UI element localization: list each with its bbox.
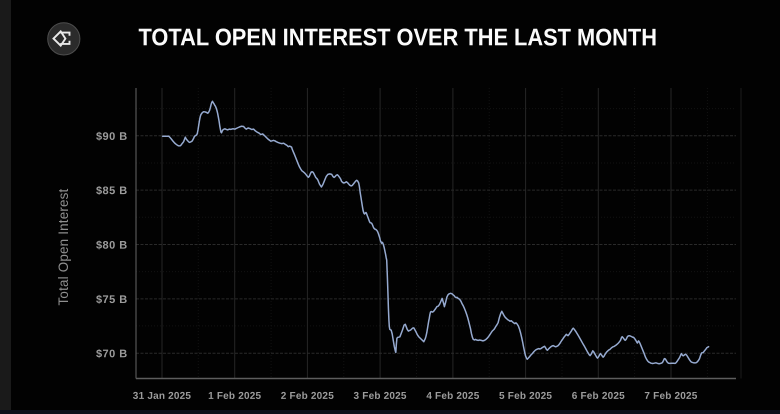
svg-text:5 Feb 2025: 5 Feb 2025: [499, 391, 552, 402]
svg-text:$90 B: $90 B: [96, 131, 128, 143]
svg-text:$85 B: $85 B: [96, 185, 128, 197]
svg-text:6 Feb 2025: 6 Feb 2025: [572, 391, 625, 402]
svg-text:7 Feb 2025: 7 Feb 2025: [644, 391, 697, 402]
svg-text:4 Feb 2025: 4 Feb 2025: [426, 391, 479, 402]
svg-text:31 Jan 2025: 31 Jan 2025: [133, 391, 192, 402]
svg-text:$80 B: $80 B: [96, 240, 128, 252]
svg-text:$70 B: $70 B: [96, 348, 128, 360]
svg-text:TOTAL OPEN INTEREST OVER THE L: TOTAL OPEN INTEREST OVER THE LAST MONTH: [138, 23, 656, 50]
svg-text:3 Feb 2025: 3 Feb 2025: [354, 391, 407, 402]
svg-text:Total Open Interest: Total Open Interest: [56, 188, 71, 305]
svg-text:1 Feb 2025: 1 Feb 2025: [208, 391, 261, 402]
svg-text:$75 B: $75 B: [96, 294, 128, 306]
svg-text:2 Feb 2025: 2 Feb 2025: [281, 391, 334, 402]
